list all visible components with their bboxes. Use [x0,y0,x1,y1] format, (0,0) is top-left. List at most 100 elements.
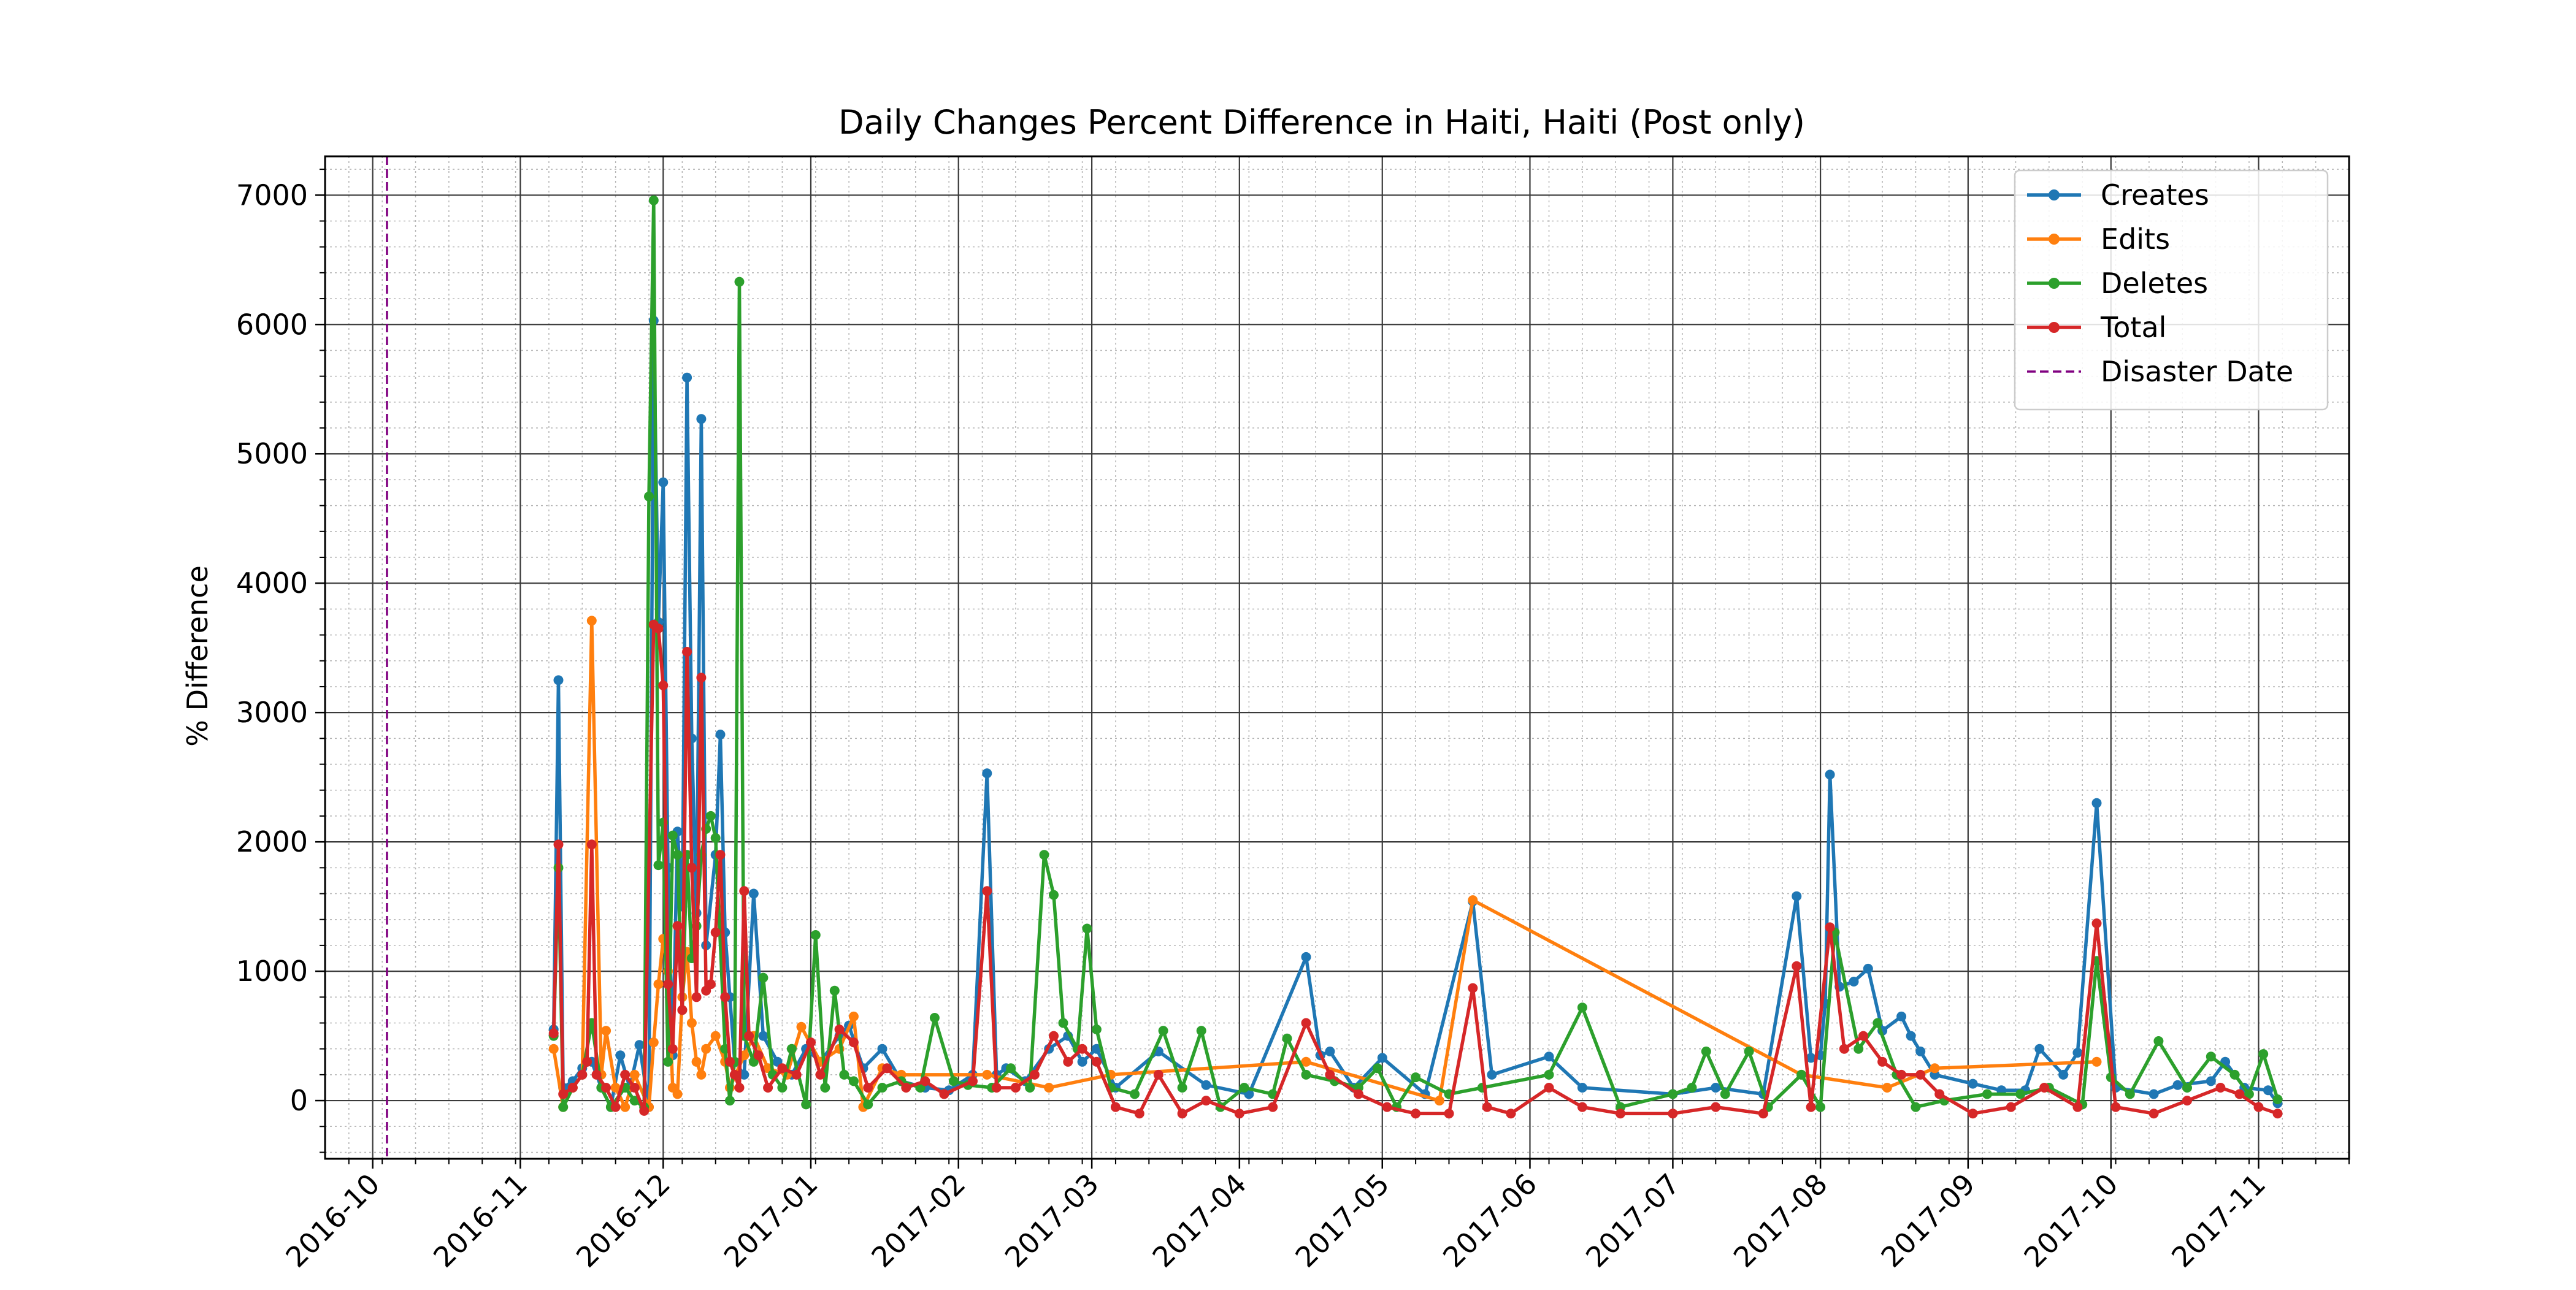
data-point [1411,1072,1421,1083]
data-point [739,1069,749,1080]
data-point [848,1037,859,1048]
data-point [615,1050,626,1061]
data-point [634,1040,645,1050]
data-point [901,1083,911,1093]
data-point [1711,1102,1721,1112]
y-tick-label: 7000 [236,178,308,212]
data-point [1792,891,1802,901]
data-point [796,1021,807,1032]
data-point [1896,1011,1907,1021]
data-point [1382,1102,1392,1112]
data-point [715,730,726,739]
data-point [658,680,669,690]
data-point [610,1083,621,1093]
data-point [982,886,992,896]
data-point [2182,1083,2192,1093]
data-point [820,1083,830,1093]
data-point [2272,1094,2283,1104]
series-creates [548,315,2283,1112]
data-point [1915,1046,1926,1056]
data-point [791,1069,802,1080]
data-point [582,1056,592,1067]
data-point [786,1044,797,1054]
data-point [1815,1102,1826,1112]
data-point [696,414,707,424]
data-point [1063,1056,1073,1067]
data-point [2072,1048,2083,1058]
data-point [715,850,726,860]
data-point [1025,1083,1035,1093]
data-point [1325,1046,1335,1056]
data-point [1301,952,1311,962]
data-point [1158,1026,1168,1036]
y-tick-label: 3000 [236,696,308,729]
x-tick-label: 2016-12 [570,1167,677,1274]
data-point [648,1037,659,1048]
data-point [982,768,992,779]
x-tick-label: 2016-10 [279,1167,386,1274]
data-point [1282,1033,1292,1044]
data-point [2206,1051,2216,1062]
data-point [2253,1102,2264,1112]
data-point [548,1028,559,1039]
data-point [734,1083,745,1093]
data-point [586,839,597,850]
y-tick-label: 4000 [236,567,308,600]
data-point [1434,1096,1444,1106]
data-point [1110,1102,1121,1112]
data-point [1792,961,1802,971]
data-point [2182,1096,2192,1106]
data-point [1863,963,1873,974]
data-point [701,1044,711,1054]
legend-box [2014,169,2329,411]
data-point [1806,1053,1816,1063]
data-point [1806,1102,1816,1112]
data-point [2234,1089,2245,1099]
data-point [2149,1089,2159,1099]
data-point [2072,1102,2083,1112]
data-point [725,1056,735,1067]
data-point [686,1018,697,1028]
data-point [1720,1089,1730,1099]
data-point [1744,1046,1754,1056]
data-point [2153,1036,2164,1046]
data-point [1577,1002,1587,1013]
data-point [610,1102,621,1112]
legend-label: Total [2100,311,2166,344]
data-point [877,1044,887,1054]
data-point [1487,1069,1497,1080]
x-tick-label: 2017-01 [718,1167,824,1274]
x-tick-label: 2017-09 [1875,1167,1982,1274]
data-point [2263,1085,2273,1096]
data-point [1049,1031,1059,1041]
data-point [1201,1096,1211,1106]
data-point [1934,1089,1945,1099]
data-point [653,624,664,633]
legend-marker [2049,322,2060,333]
y-tick-label: 0 [290,1084,308,1117]
data-point [1049,890,1059,900]
data-point [696,673,707,683]
data-point [2258,1049,2269,1059]
y-axis-label: % Difference [181,565,214,746]
data-point [677,1005,688,1015]
data-point [2006,1102,2016,1112]
data-point [1301,1056,1311,1067]
data-point [710,1031,721,1041]
data-point [1130,1089,1140,1099]
data-point [644,491,654,502]
data-point [663,1056,673,1067]
legend-label: Disaster Date [2101,355,2293,388]
y-tick-label: 6000 [236,308,308,341]
data-point [834,1025,845,1034]
data-point [1234,1109,1244,1119]
data-point [553,675,564,685]
data-point [810,930,821,940]
data-point [2091,798,2102,808]
data-point [586,616,597,626]
data-point [1506,1109,1516,1119]
data-point [1849,977,1859,987]
legend-label: Edits [2101,223,2170,256]
data-point [877,1083,887,1093]
